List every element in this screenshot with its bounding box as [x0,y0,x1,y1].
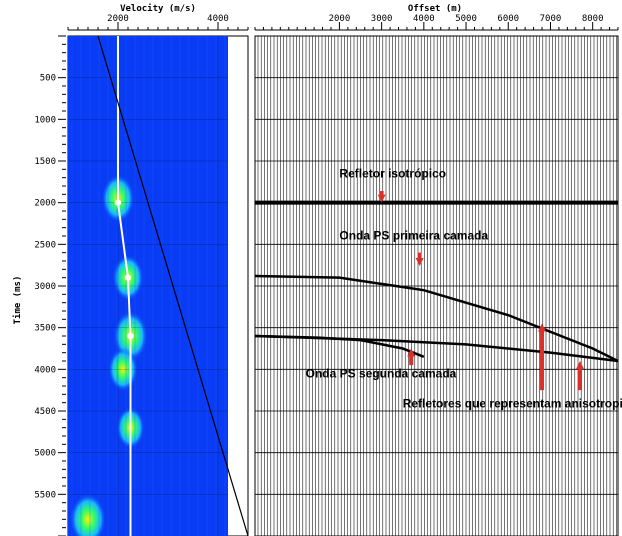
annotation-arrow [415,252,424,266]
velocity-picks [114,36,134,536]
reflection-event [254,334,619,363]
velocity-xtick-label: 4000 [207,14,229,24]
offset-grid [255,77,618,495]
offset-xtick-label: 6000 [497,14,519,24]
offset-panel: Offset (m) 2000 3000 4000 5000 6000 7000 8000 … [254,4,622,536]
offset-events [254,200,619,363]
velocity-pick-point [114,199,122,206]
velocity-axis-title: Velocity (m/s) [120,3,196,14]
offset-xtick-label: 8000 [582,14,604,24]
time-ytick-label: 5000 [34,449,56,459]
time-ytick-label: 3500 [34,324,56,334]
semblance-blob [70,493,106,536]
annotation-arrow [576,361,585,391]
time-ytick-label: 1000 [34,115,56,125]
velocity-pick-point [127,332,134,340]
annotation-arrow [407,348,416,366]
annotation-arrow [377,191,386,203]
time-ytick-label: 5500 [34,490,56,500]
offset-xtick-label: 3000 [371,14,393,24]
offset-annotations: Refletor isotrópico Onda PS primeira cama… [306,167,622,411]
offset-xtick-label: 4000 [413,14,435,24]
annotation-label: Refletor isotrópico [339,167,446,181]
offset-arrows [377,191,585,391]
offset-xtick-label: 7000 [540,14,562,24]
time-ytick-label: 2500 [34,240,56,250]
velocity-xtick-label: 2000 [107,14,129,24]
velocity-yaxis-label: Time (ms) [12,276,23,325]
reflection-event [254,274,619,363]
annotation-label: Onda PS segunda camada [306,367,457,381]
velocity-xticks: 2000 4000 [67,14,249,31]
annotation-label: Onda PS primeira camada [339,228,488,242]
velocity-pick-point [124,274,132,281]
velocity-heatmap [68,36,228,536]
time-ytick-label: 1500 [34,157,56,167]
offset-axis-title: Offset (m) [408,4,462,14]
time-ytick-label: 2000 [34,199,56,209]
velocity-grid [68,36,228,536]
offset-xticks: 2000 3000 4000 5000 6000 7000 8000 [254,14,619,31]
offset-xtick-label: 5000 [455,14,477,24]
velocity-yticks: 500 1000 1500 2000 2500 3000 3500 4000 4500 5000 5… [34,35,66,536]
time-ytick-label: 500 [40,74,56,84]
annotation-label: Refletores que representam anisotropia [403,397,622,411]
heatmap-background [68,36,228,536]
time-ytick-label: 4000 [34,365,56,375]
annotation-arrow [538,323,547,391]
guide-line [97,35,249,536]
velocity-panel: Velocity (m/s) Time (ms) 2000 4000 500 100… [12,3,249,536]
offset-xtick-label: 2000 [329,14,351,24]
time-ytick-label: 3000 [34,282,56,292]
time-ytick-label: 4500 [34,407,56,417]
